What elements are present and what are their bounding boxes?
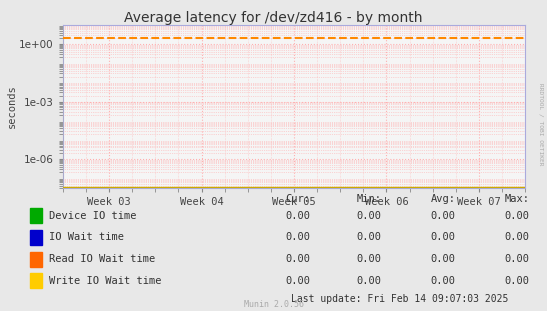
Text: Device IO time: Device IO time (49, 211, 136, 220)
Text: Average latency for /dev/zd416 - by month: Average latency for /dev/zd416 - by mont… (124, 11, 423, 25)
Text: Cur:: Cur: (286, 194, 311, 204)
Text: 0.00: 0.00 (430, 254, 456, 264)
Text: 0.00: 0.00 (357, 276, 382, 286)
Text: Write IO Wait time: Write IO Wait time (49, 276, 161, 286)
Text: 0.00: 0.00 (430, 211, 456, 220)
Text: 0.00: 0.00 (430, 276, 456, 286)
Text: Last update: Fri Feb 14 09:07:03 2025: Last update: Fri Feb 14 09:07:03 2025 (290, 295, 508, 304)
Text: 0.00: 0.00 (504, 232, 529, 242)
Text: 0.00: 0.00 (286, 232, 311, 242)
Text: Min:: Min: (357, 194, 382, 204)
Text: Read IO Wait time: Read IO Wait time (49, 254, 155, 264)
Text: 0.00: 0.00 (286, 254, 311, 264)
Text: 0.00: 0.00 (504, 254, 529, 264)
Y-axis label: seconds: seconds (7, 85, 16, 128)
Text: 0.00: 0.00 (357, 254, 382, 264)
Text: Avg:: Avg: (430, 194, 456, 204)
Text: IO Wait time: IO Wait time (49, 232, 124, 242)
Text: 0.00: 0.00 (286, 276, 311, 286)
Text: 0.00: 0.00 (504, 276, 529, 286)
Text: 0.00: 0.00 (357, 232, 382, 242)
Text: Max:: Max: (504, 194, 529, 204)
Text: RRDTOOL / TOBI OETIKER: RRDTOOL / TOBI OETIKER (538, 83, 543, 166)
Text: 0.00: 0.00 (357, 211, 382, 220)
Text: Munin 2.0.56: Munin 2.0.56 (243, 299, 304, 309)
Text: 0.00: 0.00 (504, 211, 529, 220)
Text: 0.00: 0.00 (286, 211, 311, 220)
Text: 0.00: 0.00 (430, 232, 456, 242)
